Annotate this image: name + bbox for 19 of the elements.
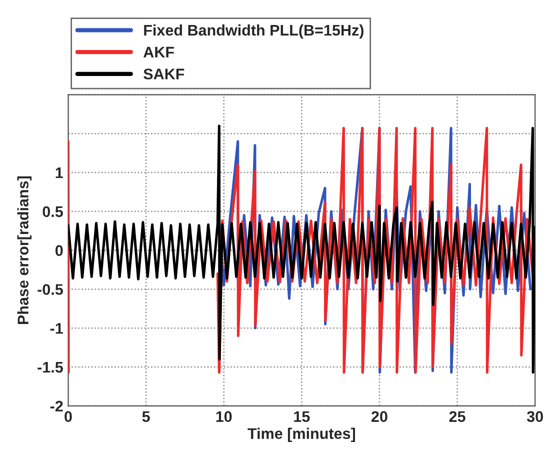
x-tick-label: 30 xyxy=(526,411,543,422)
y-tick-label: 0.5 xyxy=(42,206,63,218)
y-tick-label: 1 xyxy=(56,168,63,178)
legend-label: SAKF xyxy=(144,68,184,80)
x-tick-label: 0 xyxy=(64,411,72,422)
y-tick-label: 0 xyxy=(55,245,63,256)
x-tick-label: 20 xyxy=(372,411,388,422)
y-tick-label: -1 xyxy=(50,323,63,334)
legend-label: AKF xyxy=(143,46,174,58)
x-tick-label: 25 xyxy=(449,411,466,422)
y-tick-label: -0.5 xyxy=(38,284,63,295)
y-tick-label: -2 xyxy=(50,400,63,412)
y-axis-title: Phase error[radians] xyxy=(17,176,32,324)
x-tick-label: 10 xyxy=(216,411,232,422)
legend-label: Fixed Bandwidth PLL(B=15Hz) xyxy=(144,24,364,39)
x-tick-label: 15 xyxy=(294,411,310,422)
x-axis-title: Time [minutes] xyxy=(248,428,356,442)
x-tick-label: 5 xyxy=(142,411,150,422)
y-tick-label: -1.5 xyxy=(38,362,63,373)
